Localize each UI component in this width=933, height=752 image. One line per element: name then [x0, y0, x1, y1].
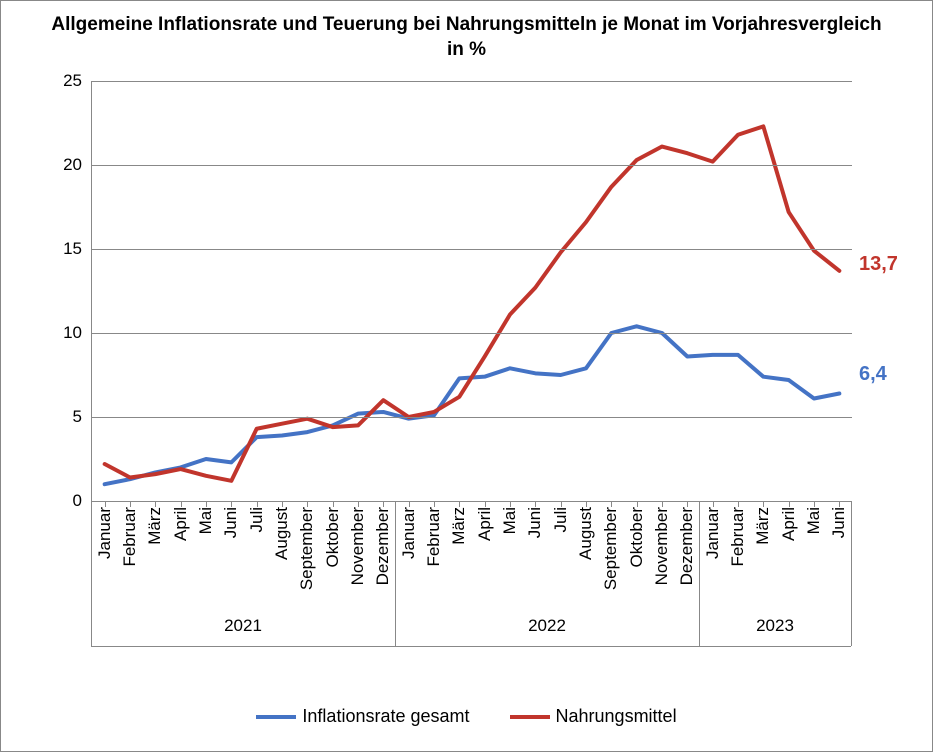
legend-swatch: [256, 715, 296, 719]
xtick-label: Februar: [120, 507, 140, 567]
year-label: 2022: [528, 616, 566, 636]
xtick-label: Juli: [247, 507, 267, 533]
chart-title: Allgemeine Inflationsrate und Teuerung b…: [1, 1, 932, 70]
chart-container: Allgemeine Inflationsrate und Teuerung b…: [0, 0, 933, 752]
xtick-label: Juni: [829, 507, 849, 538]
gridline: [92, 417, 852, 418]
xtick-label: April: [779, 507, 799, 541]
gridline: [92, 81, 852, 82]
xtick-label: Dezember: [677, 507, 697, 585]
plot-area: 0510152025JanuarFebruarMärzAprilMaiJuniJ…: [91, 81, 852, 502]
ytick-label: 15: [63, 239, 82, 259]
ytick-label: 0: [73, 491, 82, 511]
xtick-label: September: [297, 507, 317, 590]
line-series-svg: [92, 81, 852, 501]
year-label: 2021: [224, 616, 262, 636]
series-end-label: 6,4: [859, 363, 887, 386]
xtick-label: November: [652, 507, 672, 585]
year-divider: [395, 501, 396, 646]
xtick-label: Juni: [525, 507, 545, 538]
xtick-label: Oktober: [323, 507, 343, 567]
xtick-label: März: [753, 507, 773, 545]
xtick-label: Januar: [703, 507, 723, 559]
year-divider: [851, 501, 852, 646]
ytick-label: 20: [63, 155, 82, 175]
xtick-label: Juni: [221, 507, 241, 538]
xtick-label: März: [449, 507, 469, 545]
gridline: [92, 249, 852, 250]
ytick-label: 5: [73, 407, 82, 427]
xtick-label: August: [576, 507, 596, 560]
legend-label: Inflationsrate gesamt: [302, 706, 469, 727]
legend-item: Nahrungsmittel: [510, 706, 677, 727]
xtick-label: Februar: [728, 507, 748, 567]
gridline: [92, 333, 852, 334]
xtick-label: November: [348, 507, 368, 585]
xtick-label: April: [171, 507, 191, 541]
legend-label: Nahrungsmittel: [556, 706, 677, 727]
xtick-label: Mai: [196, 507, 216, 534]
series-line: [105, 326, 840, 484]
year-divider: [699, 501, 700, 646]
year-divider: [91, 501, 92, 646]
xtick-label: Dezember: [373, 507, 393, 585]
year-bottom-line: [91, 646, 851, 647]
xtick-label: März: [145, 507, 165, 545]
ytick-label: 25: [63, 71, 82, 91]
xtick-label: August: [272, 507, 292, 560]
legend: Inflationsrate gesamt Nahrungsmittel: [1, 706, 932, 727]
xtick-label: Oktober: [627, 507, 647, 567]
xtick-label: September: [601, 507, 621, 590]
legend-swatch: [510, 715, 550, 719]
gridline: [92, 165, 852, 166]
xtick-label: Juli: [551, 507, 571, 533]
xtick-label: April: [475, 507, 495, 541]
xtick-label: Mai: [500, 507, 520, 534]
series-end-label: 13,7: [859, 253, 898, 276]
ytick-label: 10: [63, 323, 82, 343]
series-line: [105, 126, 840, 480]
legend-item: Inflationsrate gesamt: [256, 706, 469, 727]
year-label: 2023: [756, 616, 794, 636]
xtick-label: Mai: [804, 507, 824, 534]
xtick-label: Februar: [424, 507, 444, 567]
xtick-label: Januar: [95, 507, 115, 559]
xtick-label: Januar: [399, 507, 419, 559]
